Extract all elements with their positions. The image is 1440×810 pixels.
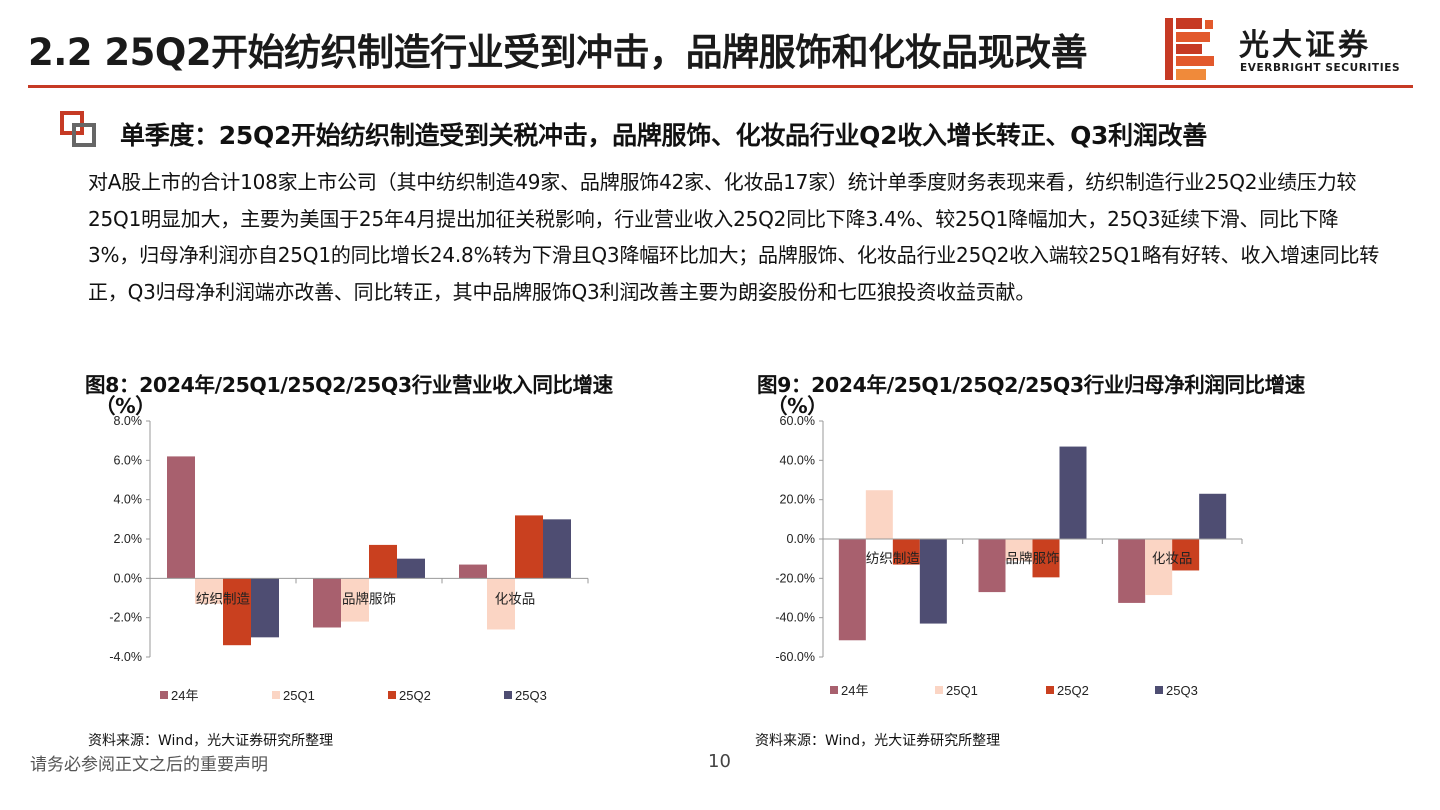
figure9-title: 图9：2024年/25Q1/25Q2/25Q3行业归母净利润同比增速 （%）	[757, 368, 1305, 419]
logo-name-cn: 光大证券	[1239, 28, 1371, 63]
chart1-bar	[341, 578, 369, 622]
chart2-y-tick-label: 40.0%	[780, 453, 815, 467]
chart2-legend-swatch	[1046, 686, 1054, 694]
chart1-legend-swatch	[388, 691, 396, 699]
chart2-bar	[1005, 539, 1033, 561]
chart2-category-label: 纺织制造	[866, 551, 920, 566]
summary-paragraph: 对A股上市的合计108家上市公司（其中纺织制造49家、品牌服饰42家、化妆品17…	[88, 170, 1380, 304]
chart1-y-tick-label: 6.0%	[114, 453, 143, 467]
chart1-category-label: 化妆品	[495, 591, 536, 606]
chart2-bar	[1118, 539, 1146, 603]
chart1-legend-swatch	[160, 691, 168, 699]
chart1-legend-swatch	[504, 691, 512, 699]
section-bullet-icon	[60, 111, 96, 147]
chart2-legend-swatch	[830, 686, 838, 694]
chart1-category-label: 纺织制造	[196, 591, 250, 606]
chart1-y-tick-label: -2.0%	[109, 611, 142, 625]
chart1-y-tick-label: 4.0%	[114, 493, 143, 507]
chart2-bar	[919, 539, 947, 624]
chart2-bar	[1199, 493, 1227, 539]
chart2-category-label: 化妆品	[1152, 551, 1193, 566]
chart2-y-tick-label: 20.0%	[780, 493, 815, 507]
figure8-title: 图8：2024年/25Q1/25Q2/25Q3行业营业收入同比增速 （%）	[85, 368, 613, 419]
figure9-title-text: 图9：2024年/25Q1/25Q2/25Q3行业归母净利润同比增速	[757, 373, 1305, 397]
chart2-category-label: 品牌服饰	[1006, 550, 1060, 566]
chart2-y-tick-label: -40.0%	[775, 611, 815, 625]
chart2-legend-label: 25Q1	[946, 683, 978, 698]
chart1-legend-label: 25Q1	[283, 688, 315, 703]
figure8-source: 资料来源：Wind，光大证券研究所整理	[88, 733, 334, 749]
chart2-bar	[865, 490, 893, 539]
title-divider	[28, 85, 1413, 88]
figure9-source: 资料来源：Wind，光大证券研究所整理	[755, 733, 1001, 749]
disclaimer-note: 请务必参阅正文之后的重要声明	[30, 755, 268, 775]
chart1-legend-label: 25Q2	[399, 688, 431, 703]
logo-mark-icon	[1165, 18, 1214, 80]
chart1-legend-label: 25Q3	[515, 688, 547, 703]
profit-growth-chart: -60.0% -40.0% -20.0% 0.0% 20.0% 40.0% 60.0% 纺织制…	[775, 414, 1243, 698]
chart2-y-tick-label: -20.0%	[775, 571, 815, 585]
chart2-bar	[978, 539, 1006, 593]
chart1-bar	[251, 578, 279, 638]
figure8-title-text: 图8：2024年/25Q1/25Q2/25Q3行业营业收入同比增速	[85, 373, 613, 397]
chart2-bar	[892, 539, 920, 565]
chart2-bar	[1059, 446, 1087, 539]
chart2-y-tick-label: -60.0%	[775, 650, 815, 664]
chart2-legend-label: 24年	[841, 683, 868, 698]
chart1-bar	[543, 519, 571, 579]
chart2-legend-label: 25Q3	[1166, 683, 1198, 698]
chart1-y-tick-label: 2.0%	[114, 532, 143, 546]
chart1-bar	[223, 578, 251, 646]
chart1-bar	[369, 544, 397, 579]
chart2-bar	[1032, 539, 1060, 578]
chart2-legend-swatch	[1155, 686, 1163, 694]
revenue-growth-chart: -4.0% -2.0% 0.0% 2.0% 4.0% 6.0% 8.0% 纺织制造 品牌服饰 化妆…	[109, 414, 589, 703]
page-number: 10	[708, 751, 731, 772]
page-title: 2.2 25Q2开始纺织制造行业受到冲击，品牌服饰和化妆品现改善	[28, 31, 1088, 74]
chart2-bar	[1145, 539, 1173, 596]
figure9-unit: （%）	[767, 394, 828, 418]
chart1-bar	[515, 515, 543, 579]
chart2-bar	[838, 539, 866, 641]
chart2-y-tick-label: 0.0%	[787, 532, 816, 546]
chart1-legend-label: 24年	[171, 688, 198, 703]
chart1-bar	[459, 564, 487, 579]
figure8-unit: （%）	[95, 394, 156, 418]
chart1-y-tick-label: 0.0%	[114, 571, 143, 585]
chart1-category-label: 品牌服饰	[342, 590, 396, 606]
chart2-legend-swatch	[935, 686, 943, 694]
chart1-y-tick-label: 8.0%	[114, 414, 143, 428]
chart1-bar	[195, 578, 223, 604]
chart1-bar	[167, 456, 195, 579]
chart2-legend-label: 25Q2	[1057, 683, 1089, 698]
section-subtitle: 单季度：25Q2开始纺织制造受到关税冲击，品牌服饰、化妆品行业Q2收入增长转正、…	[120, 121, 1207, 150]
chart1-bar	[397, 558, 425, 579]
chart1-bar	[313, 578, 341, 628]
brand-logo: 光大证券 EVERBRIGHT SECURITIES	[1165, 18, 1415, 82]
chart1-y-tick-label: -4.0%	[109, 650, 142, 664]
chart2-y-tick-label: 60.0%	[780, 414, 815, 428]
chart1-legend-swatch	[272, 691, 280, 699]
logo-name-en: EVERBRIGHT SECURITIES	[1240, 62, 1401, 74]
chart1-bar	[487, 578, 515, 630]
chart2-bar	[1172, 539, 1200, 571]
